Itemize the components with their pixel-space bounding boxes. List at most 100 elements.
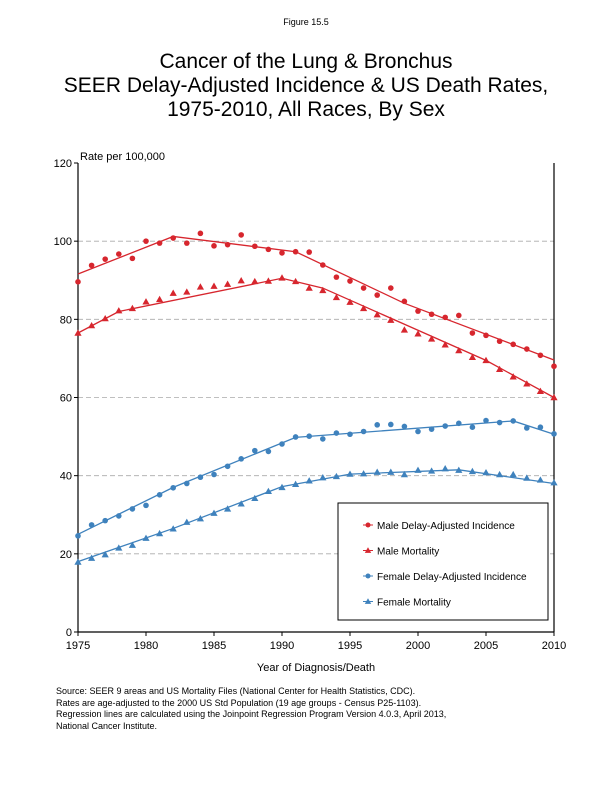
- male-mortality-point: [278, 274, 286, 281]
- female-delay-adjusted-incidence-point: [456, 420, 462, 427]
- female-delay-adjusted-incidence-point: [88, 522, 95, 528]
- male-delay-adjusted-incidence-point: [184, 240, 190, 246]
- male-delay-adjusted-incidence-point: [510, 341, 516, 348]
- female-mortality-point: [400, 470, 408, 478]
- female-mortality-point: [387, 468, 395, 475]
- female-delay-adjusted-incidence-point: [496, 419, 503, 426]
- female-mortality-point: [74, 558, 82, 565]
- male-delay-adjusted-incidence-point: [537, 352, 544, 359]
- male-mortality-point: [496, 365, 504, 373]
- male-mortality-point: [196, 283, 204, 290]
- female-delay-adjusted-incidence-point: [184, 480, 190, 487]
- x-tick-label: 1995: [338, 640, 362, 652]
- female-mortality-point: [278, 483, 286, 491]
- female-delay-adjusted-incidence-point: [238, 456, 244, 462]
- male-delay-adjusted-incidence-point: [156, 240, 163, 246]
- male-delay-adjusted-incidence-point: [75, 279, 81, 285]
- y-tick-label: 60: [60, 393, 72, 405]
- legend-label: Female Delay-Adjusted Incidence: [377, 572, 527, 583]
- x-tick-label: 1990: [270, 640, 294, 652]
- female-delay-adjusted-incidence-point: [401, 423, 408, 430]
- male-delay-adjusted-incidence-point: [211, 243, 217, 249]
- female-mortality-point: [332, 472, 340, 480]
- male-delay-adjusted-incidence-point: [252, 243, 258, 250]
- female-mortality-point: [88, 554, 96, 561]
- female-mortality-point: [360, 470, 368, 477]
- male-mortality-point: [332, 293, 340, 301]
- male-delay-adjusted-incidence-point: [143, 238, 149, 244]
- female-mortality-point: [482, 468, 490, 476]
- female-delay-adjusted-incidence-point: [292, 434, 299, 440]
- female-delay-adjusted-incidence-point: [197, 474, 204, 481]
- female-delay-adjusted-incidence-point: [156, 492, 163, 498]
- female-mortality-point: [536, 476, 544, 483]
- female-delay-adjusted-incidence-point: [551, 431, 557, 437]
- x-tick-label: 2010: [542, 640, 566, 652]
- male-delay-adjusted-incidence-point: [401, 298, 408, 305]
- male-delay-adjusted-incidence-point: [496, 338, 503, 345]
- male-mortality-point: [346, 298, 354, 305]
- female-mortality-point: [496, 470, 504, 478]
- female-delay-adjusted-incidence-point: [360, 428, 367, 435]
- source-note: Source: SEER 9 areas and US Mortality Fi…: [56, 686, 446, 732]
- female-delay-adjusted-incidence-point: [320, 436, 326, 442]
- y-tick-label: 100: [54, 236, 72, 248]
- female-delay-adjusted-incidence-point: [469, 424, 476, 431]
- male-delay-adjusted-incidence-regression-line: [77, 235, 555, 361]
- footer-line-2: Rates are age-adjusted to the 2000 US St…: [56, 697, 422, 708]
- male-mortality-point: [428, 335, 436, 342]
- female-delay-adjusted-incidence-point: [510, 418, 516, 424]
- female-delay-adjusted-incidence-point: [347, 431, 353, 438]
- male-delay-adjusted-incidence-point: [238, 232, 244, 238]
- male-mortality-point: [468, 353, 476, 360]
- male-mortality-point: [550, 393, 558, 401]
- female-delay-adjusted-incidence-point: [483, 417, 489, 424]
- female-mortality-point: [264, 487, 272, 494]
- female-mortality-point: [428, 467, 436, 474]
- title-line-3: 1975-2010, All Races, By Sex: [167, 98, 445, 121]
- male-delay-adjusted-incidence-point: [265, 246, 272, 253]
- male-delay-adjusted-incidence-point: [292, 248, 299, 255]
- y-tick-label: 40: [60, 471, 72, 483]
- title-line-1: Cancer of the Lung & Bronchus: [159, 50, 453, 73]
- female-mortality-point: [414, 466, 422, 473]
- female-mortality-point: [441, 465, 449, 472]
- male-mortality-point: [264, 277, 272, 284]
- x-tick-label: 1980: [134, 640, 158, 652]
- female-delay-adjusted-incidence-point: [102, 517, 108, 524]
- female-mortality-point: [455, 466, 463, 473]
- male-mortality-point: [115, 307, 123, 314]
- male-delay-adjusted-incidence-point: [428, 311, 435, 318]
- legend-box: [337, 502, 549, 621]
- female-delay-adjusted-incidence-point: [129, 506, 136, 512]
- male-delay-adjusted-incidence-point: [88, 262, 95, 269]
- legend-label: Female Mortality: [377, 598, 451, 609]
- female-delay-adjusted-incidence-point: [333, 430, 340, 436]
- male-delay-adjusted-incidence-point: [374, 292, 381, 298]
- male-delay-adjusted-incidence-point: [388, 285, 394, 291]
- female-delay-adjusted-incidence-point: [143, 502, 149, 509]
- female-mortality-point: [183, 518, 191, 525]
- female-delay-adjusted-incidence-point: [170, 484, 176, 491]
- female-delay-adjusted-incidence-point: [116, 513, 122, 519]
- male-mortality-point: [142, 298, 150, 305]
- male-mortality-point: [509, 373, 517, 380]
- legend-label: Male Delay-Adjusted Incidence: [377, 521, 515, 532]
- female-delay-adjusted-incidence-point: [524, 425, 530, 431]
- male-mortality-point: [156, 295, 164, 303]
- legend: Male Delay-Adjusted Incidence Male Mortal…: [337, 502, 549, 621]
- male-delay-adjusted-incidence-point: [197, 230, 204, 237]
- male-mortality-point: [169, 289, 177, 296]
- footer-line-4: National Cancer Institute.: [56, 720, 158, 731]
- x-axis-label: Year of Diagnosis/Death: [257, 662, 375, 674]
- female-delay-adjusted-incidence-point: [211, 471, 217, 478]
- female-delay-adjusted-incidence-point: [306, 433, 313, 439]
- male-delay-adjusted-incidence-point: [170, 235, 176, 241]
- female-delay-adjusted-incidence-point: [388, 421, 394, 428]
- male-mortality-point: [373, 311, 381, 318]
- figure-label: Figure 15.5: [283, 17, 329, 27]
- female-mortality-point: [142, 534, 150, 541]
- male-mortality-point: [441, 341, 449, 348]
- y-axis-label: Rate per 100,000: [80, 151, 165, 163]
- male-mortality-point: [183, 288, 191, 295]
